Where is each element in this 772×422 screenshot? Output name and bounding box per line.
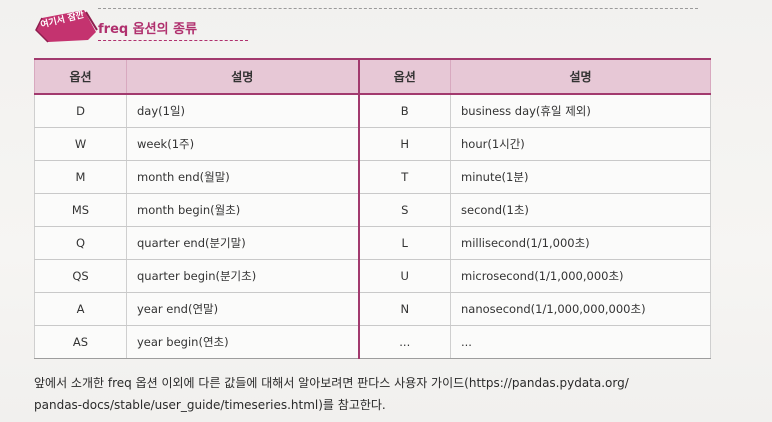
option-cell: A xyxy=(34,292,127,326)
footnote-line: 앞에서 소개한 freq 옵션 이외에 다른 값들에 대해서 알아보려면 판다스… xyxy=(34,376,629,390)
section-title: freq 옵션의 종류 xyxy=(98,22,198,37)
description-cell: microsecond(1/1,000,000초) xyxy=(450,259,711,293)
footnote: 앞에서 소개한 freq 옵션 이외에 다른 값들에 대해서 알아보려면 판다스… xyxy=(34,372,734,416)
option-cell: AS xyxy=(34,325,127,359)
megaphone-icon xyxy=(35,10,98,43)
option-cell: Q xyxy=(34,226,127,260)
option-cell: ... xyxy=(357,325,451,359)
description-cell: quarter begin(분기초) xyxy=(126,259,359,293)
column-header: 설명 xyxy=(450,58,711,95)
column-header: 옵션 xyxy=(34,58,127,95)
description-cell: millisecond(1/1,000초) xyxy=(450,226,711,260)
option-cell: T xyxy=(357,160,451,194)
top-dashed-divider xyxy=(98,8,698,9)
description-cell: ... xyxy=(450,325,711,359)
description-cell: nanosecond(1/1,000,000,000초) xyxy=(450,292,711,326)
description-cell: month begin(월초) xyxy=(126,193,359,227)
option-cell: M xyxy=(34,160,127,194)
description-cell: month end(월말) xyxy=(126,160,359,194)
description-cell: hour(1시간) xyxy=(450,127,711,161)
column-header: 옵션 xyxy=(357,58,451,95)
description-cell: business day(휴일 제외) xyxy=(450,94,711,128)
table-header-row: 옵션 설명 옵션 설명 xyxy=(34,58,711,95)
option-cell: S xyxy=(357,193,451,227)
column-header: 설명 xyxy=(126,58,359,95)
option-cell: L xyxy=(357,226,451,260)
title-dashed-underline xyxy=(98,40,248,41)
description-cell: second(1초) xyxy=(450,193,711,227)
option-cell: MS xyxy=(34,193,127,227)
description-cell: minute(1분) xyxy=(450,160,711,194)
option-cell: D xyxy=(34,94,127,128)
description-cell: year end(연말) xyxy=(126,292,359,326)
description-cell: day(1일) xyxy=(126,94,359,128)
description-cell: week(1주) xyxy=(126,127,359,161)
footnote-line: pandas-docs/stable/user_guide/timeseries… xyxy=(34,398,386,412)
option-cell: H xyxy=(357,127,451,161)
description-cell: quarter end(분기말) xyxy=(126,226,359,260)
option-cell: N xyxy=(357,292,451,326)
description-cell: year begin(연초) xyxy=(126,325,359,359)
option-cell: B xyxy=(357,94,451,128)
option-cell: U xyxy=(357,259,451,293)
table-row: AS year begin(연초)...... xyxy=(34,325,711,359)
option-cell: W xyxy=(34,127,127,161)
option-cell: QS xyxy=(34,259,127,293)
